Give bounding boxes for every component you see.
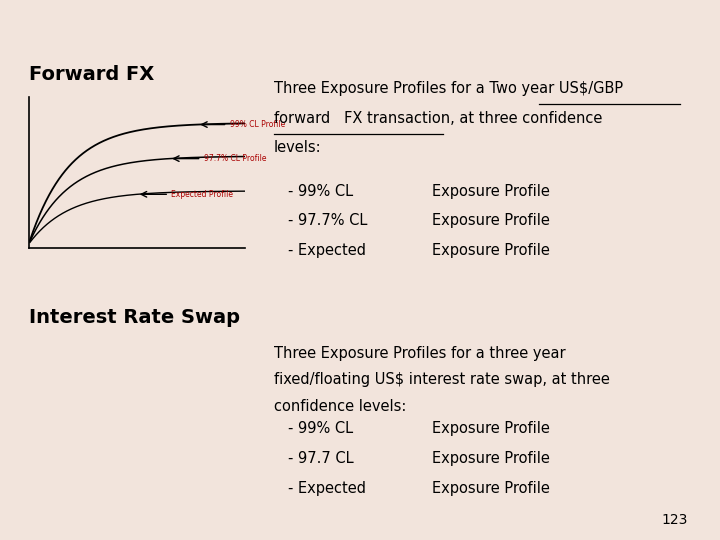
Text: Exposure Profile: Exposure Profile [432, 184, 550, 199]
Text: - 97.7 CL: - 97.7 CL [288, 451, 354, 466]
Text: Expected Profile: Expected Profile [171, 190, 233, 199]
Text: Exposure Profile: Exposure Profile [432, 421, 550, 436]
Text: 123: 123 [661, 512, 688, 526]
Text: Exposure Profile: Exposure Profile [432, 451, 550, 466]
Text: forward   FX transaction, at three confidence: forward FX transaction, at three confide… [274, 111, 602, 126]
Text: 97.7% CL Profile: 97.7% CL Profile [204, 154, 266, 163]
Text: Exposure Profile: Exposure Profile [432, 213, 550, 228]
Text: levels:: levels: [274, 140, 321, 156]
Text: Exposure Profile: Exposure Profile [432, 481, 550, 496]
Text: Three Exposure Profiles for a three year: Three Exposure Profiles for a three year [274, 346, 565, 361]
Text: 99% CL Profile: 99% CL Profile [230, 120, 285, 129]
Text: - 99% CL: - 99% CL [288, 421, 353, 436]
Text: fixed/floating US$ interest rate swap, at three: fixed/floating US$ interest rate swap, a… [274, 373, 609, 387]
Text: Exposure Profile: Exposure Profile [432, 243, 550, 258]
Text: - Expected: - Expected [288, 243, 366, 258]
Text: Three Exposure Profiles for a Two year US$/GBP: Three Exposure Profiles for a Two year U… [274, 81, 623, 96]
Text: - Expected: - Expected [288, 481, 366, 496]
Text: Interest Rate Swap: Interest Rate Swap [29, 308, 240, 327]
Text: - 99% CL: - 99% CL [288, 184, 353, 199]
Text: Forward FX: Forward FX [29, 65, 154, 84]
Text: - 97.7% CL: - 97.7% CL [288, 213, 367, 228]
Text: confidence levels:: confidence levels: [274, 399, 406, 414]
